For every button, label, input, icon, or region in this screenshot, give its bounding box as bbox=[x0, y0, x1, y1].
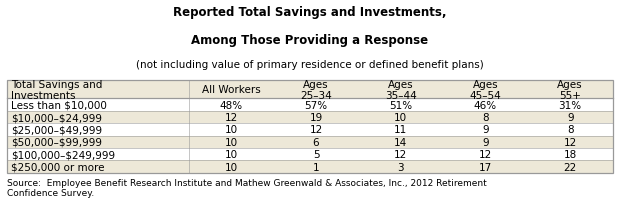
Bar bbox=[7, 136, 613, 148]
Text: 14: 14 bbox=[394, 137, 407, 147]
Text: Among Those Providing a Response: Among Those Providing a Response bbox=[192, 34, 428, 47]
Text: \$25,000–\$49,999: \$25,000–\$49,999 bbox=[11, 125, 102, 135]
Text: 12: 12 bbox=[564, 137, 577, 147]
Text: 18: 18 bbox=[564, 150, 577, 159]
Text: \$100,000–\$249,999: \$100,000–\$249,999 bbox=[11, 150, 115, 159]
Text: 9: 9 bbox=[482, 125, 489, 135]
Text: 10: 10 bbox=[225, 150, 238, 159]
Text: 10: 10 bbox=[394, 112, 407, 122]
Text: 10: 10 bbox=[225, 137, 238, 147]
Text: 57%: 57% bbox=[304, 100, 327, 110]
Text: 51%: 51% bbox=[389, 100, 412, 110]
Text: \$250,000 or more: \$250,000 or more bbox=[11, 162, 105, 172]
Bar bbox=[7, 81, 613, 173]
Bar bbox=[7, 124, 613, 136]
Text: 17: 17 bbox=[479, 162, 492, 172]
Text: 8: 8 bbox=[567, 125, 574, 135]
Text: 48%: 48% bbox=[219, 100, 243, 110]
Text: 9: 9 bbox=[567, 112, 574, 122]
Text: 1: 1 bbox=[312, 162, 319, 172]
Text: 12: 12 bbox=[309, 125, 322, 135]
Text: 31%: 31% bbox=[559, 100, 582, 110]
Bar bbox=[7, 81, 613, 99]
Text: Less than \$10,000: Less than \$10,000 bbox=[11, 100, 107, 110]
Bar bbox=[7, 99, 613, 111]
Text: 8: 8 bbox=[482, 112, 489, 122]
Text: \$10,000–\$24,999: \$10,000–\$24,999 bbox=[11, 112, 102, 122]
Text: 6: 6 bbox=[312, 137, 319, 147]
Text: 5: 5 bbox=[312, 150, 319, 159]
Text: 12: 12 bbox=[224, 112, 238, 122]
Text: All Workers: All Workers bbox=[202, 85, 260, 95]
Text: 19: 19 bbox=[309, 112, 322, 122]
Text: 12: 12 bbox=[394, 150, 407, 159]
Text: 11: 11 bbox=[394, 125, 407, 135]
Text: Source:  Employee Benefit Research Institute and Mathew Greenwald & Associates, : Source: Employee Benefit Research Instit… bbox=[7, 178, 487, 197]
Text: Reported Total Savings and Investments,: Reported Total Savings and Investments, bbox=[173, 6, 447, 19]
Bar bbox=[7, 161, 613, 173]
Text: Total Savings and
Investments: Total Savings and Investments bbox=[11, 79, 102, 101]
Text: Ages
25–34: Ages 25–34 bbox=[300, 79, 332, 101]
Text: 9: 9 bbox=[482, 137, 489, 147]
Text: 10: 10 bbox=[225, 125, 238, 135]
Text: 46%: 46% bbox=[474, 100, 497, 110]
Text: 12: 12 bbox=[479, 150, 492, 159]
Bar bbox=[7, 148, 613, 161]
Text: Ages
45–54: Ages 45–54 bbox=[469, 79, 502, 101]
Text: \$50,000–\$99,999: \$50,000–\$99,999 bbox=[11, 137, 102, 147]
Text: 10: 10 bbox=[225, 162, 238, 172]
Text: 22: 22 bbox=[564, 162, 577, 172]
Text: 3: 3 bbox=[397, 162, 404, 172]
Text: Ages
35–44: Ages 35–44 bbox=[385, 79, 417, 101]
Text: (not including value of primary residence or defined benefit plans): (not including value of primary residenc… bbox=[136, 60, 484, 70]
Text: Ages
55+: Ages 55+ bbox=[557, 79, 583, 101]
Bar bbox=[7, 111, 613, 124]
